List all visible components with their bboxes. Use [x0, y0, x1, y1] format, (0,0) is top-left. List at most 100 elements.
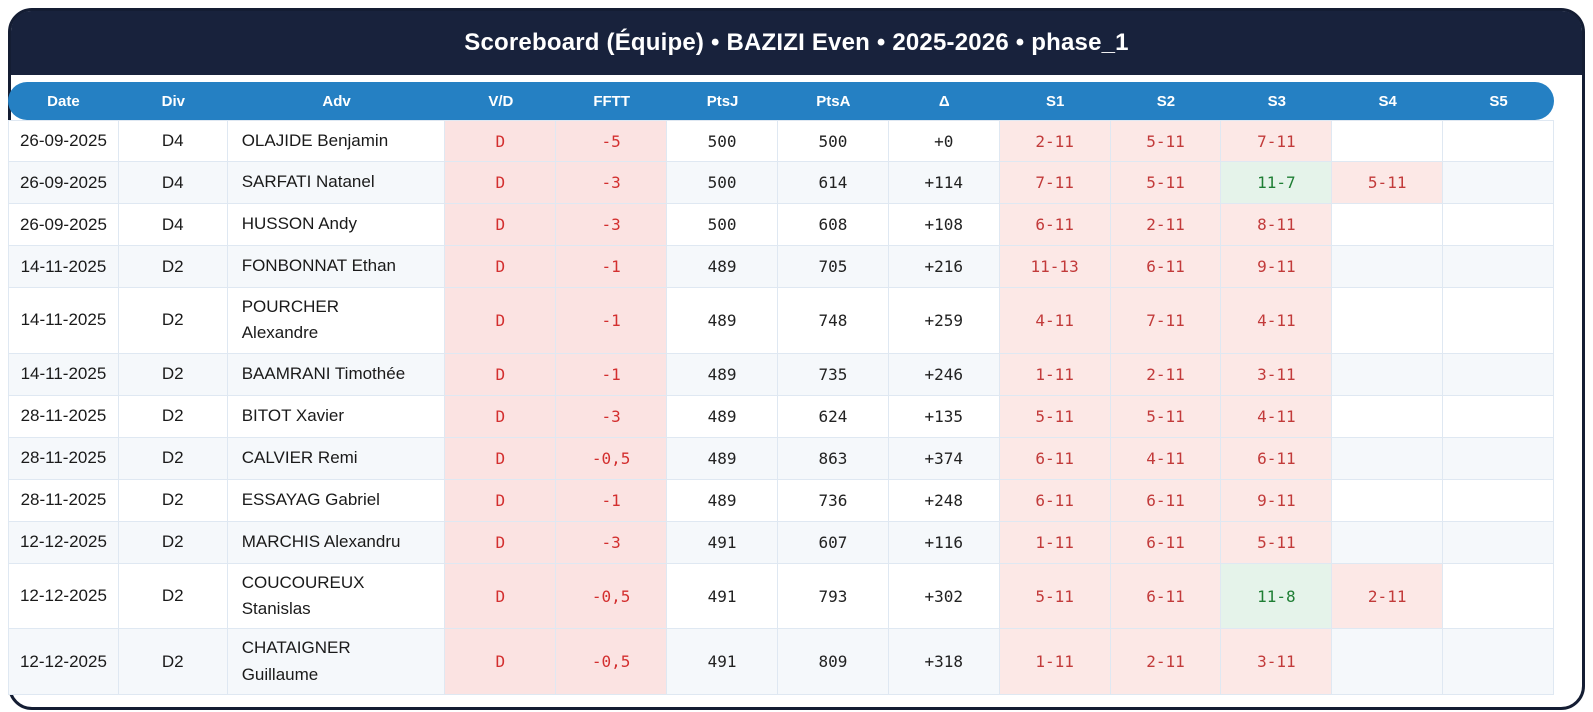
cell-delta: +374 [888, 437, 1000, 480]
col-header-fftt: FFTT [556, 82, 668, 120]
cell-s5 [1443, 521, 1554, 564]
cell-adv: MARCHIS Alexandru [227, 521, 446, 564]
cell-ptsa: 500 [777, 120, 889, 162]
cell-s1: 11-13 [999, 246, 1111, 288]
cell-s2: 4-11 [1110, 437, 1222, 480]
cell-div: D2 [118, 395, 228, 438]
cell-s5 [1443, 479, 1554, 522]
col-header-s1: S1 [999, 82, 1111, 120]
cell-s4 [1332, 437, 1444, 480]
cell-adv: BAAMRANI Timothée [227, 353, 446, 396]
cell-date: 26-09-2025 [8, 204, 119, 246]
cell-s1: 7-11 [999, 162, 1111, 204]
col-header-adv: Adv [227, 82, 446, 120]
cell-date: 14-11-2025 [8, 353, 119, 396]
cell-fftt: -3 [556, 395, 668, 438]
cell-fftt: -3 [556, 204, 668, 246]
table-row: 12-12-2025 D2 COUCOUREUX Stanislas D -0,5 491… [8, 563, 1554, 630]
col-header-div: Div [118, 82, 228, 120]
cell-ptsj: 489 [667, 395, 778, 438]
cell-s3: 4-11 [1221, 288, 1333, 354]
scoreboard-table: Date Div Adv V/D FFTT PtsJ PtsA Δ S1 S2 S3 S4 S5 26-… [8, 82, 1554, 696]
cell-delta: +216 [888, 246, 1000, 288]
cell-s5 [1443, 563, 1554, 630]
cell-ptsa: 793 [777, 563, 889, 630]
cell-s1: 5-11 [999, 395, 1111, 438]
cell-s1: 1-11 [999, 353, 1111, 396]
cell-div: D2 [118, 288, 228, 354]
cell-delta: +248 [888, 479, 1000, 522]
cell-delta: +0 [888, 120, 1000, 162]
cell-ptsj: 489 [667, 437, 778, 480]
table-row: 14-11-2025 D2 BAAMRANI Timothée D -1 489 735 +2… [8, 353, 1554, 396]
cell-s1: 6-11 [999, 479, 1111, 522]
cell-div: D4 [118, 120, 228, 162]
cell-s4 [1332, 395, 1444, 438]
cell-vd: D [445, 120, 557, 162]
cell-s2: 2-11 [1110, 353, 1222, 396]
cell-delta: +318 [888, 629, 1000, 696]
cell-s2: 5-11 [1110, 120, 1222, 162]
cell-s1: 2-11 [999, 120, 1111, 162]
cell-fftt: -0,5 [556, 563, 668, 630]
cell-s4: 2-11 [1332, 563, 1444, 630]
cell-ptsa: 748 [777, 288, 889, 354]
cell-ptsj: 491 [667, 521, 778, 564]
cell-adv: SARFATI Natanel [227, 162, 446, 204]
table-row: 26-09-2025 D4 SARFATI Natanel D -3 500 614 +114… [8, 162, 1554, 204]
page-title: Scoreboard (Équipe) • BAZIZI Even • 2025… [464, 29, 1129, 56]
cell-s4 [1332, 629, 1444, 696]
cell-fftt: -3 [556, 162, 668, 204]
cell-s5 [1443, 629, 1554, 696]
cell-delta: +108 [888, 204, 1000, 246]
cell-ptsa: 735 [777, 353, 889, 396]
cell-s3: 5-11 [1221, 521, 1333, 564]
cell-s2: 6-11 [1110, 521, 1222, 564]
cell-vd: D [445, 246, 557, 288]
col-header-ptsa: PtsA [777, 82, 889, 120]
cell-delta: +259 [888, 288, 1000, 354]
cell-delta: +135 [888, 395, 1000, 438]
cell-s2: 6-11 [1110, 246, 1222, 288]
cell-delta: +302 [888, 563, 1000, 630]
cell-date: 14-11-2025 [8, 246, 119, 288]
cell-s3: 7-11 [1221, 120, 1333, 162]
cell-ptsa: 624 [777, 395, 889, 438]
cell-s1: 5-11 [999, 563, 1111, 630]
cell-s1: 6-11 [999, 204, 1111, 246]
scoreboard-table-wrap: Date Div Adv V/D FFTT PtsJ PtsA Δ S1 S2 S3 S4 S5 26-… [8, 82, 1568, 696]
cell-ptsa: 607 [777, 521, 889, 564]
col-header-s5: S5 [1443, 82, 1554, 120]
cell-vd: D [445, 353, 557, 396]
cell-date: 12-12-2025 [8, 629, 119, 696]
cell-s1: 1-11 [999, 521, 1111, 564]
cell-s5 [1443, 162, 1554, 204]
cell-ptsj: 491 [667, 563, 778, 630]
cell-s3: 3-11 [1221, 353, 1333, 396]
cell-div: D2 [118, 479, 228, 522]
cell-s3: 11-7 [1221, 162, 1333, 204]
cell-date: 12-12-2025 [8, 563, 119, 630]
cell-fftt: -1 [556, 353, 668, 396]
cell-fftt: -1 [556, 479, 668, 522]
cell-s4 [1332, 246, 1444, 288]
cell-date: 28-11-2025 [8, 437, 119, 480]
cell-s2: 7-11 [1110, 288, 1222, 354]
col-header-s3: S3 [1221, 82, 1333, 120]
col-header-s2: S2 [1110, 82, 1222, 120]
cell-date: 28-11-2025 [8, 395, 119, 438]
table-body: 26-09-2025 D4 OLAJIDE Benjamin D -5 500 500 +0 2… [8, 120, 1554, 696]
cell-s5 [1443, 288, 1554, 354]
cell-adv: OLAJIDE Benjamin [227, 120, 446, 162]
cell-fftt: -0,5 [556, 437, 668, 480]
cell-vd: D [445, 563, 557, 630]
cell-adv: CHATAIGNER Guillaume [227, 629, 446, 696]
cell-ptsj: 489 [667, 246, 778, 288]
cell-ptsj: 500 [667, 120, 778, 162]
cell-fftt: -3 [556, 521, 668, 564]
table-row: 12-12-2025 D2 MARCHIS Alexandru D -3 491 607 +1… [8, 521, 1554, 564]
cell-vd: D [445, 521, 557, 564]
cell-delta: +246 [888, 353, 1000, 396]
cell-ptsj: 500 [667, 162, 778, 204]
table-row: 26-09-2025 D4 OLAJIDE Benjamin D -5 500 500 +0 2… [8, 120, 1554, 162]
